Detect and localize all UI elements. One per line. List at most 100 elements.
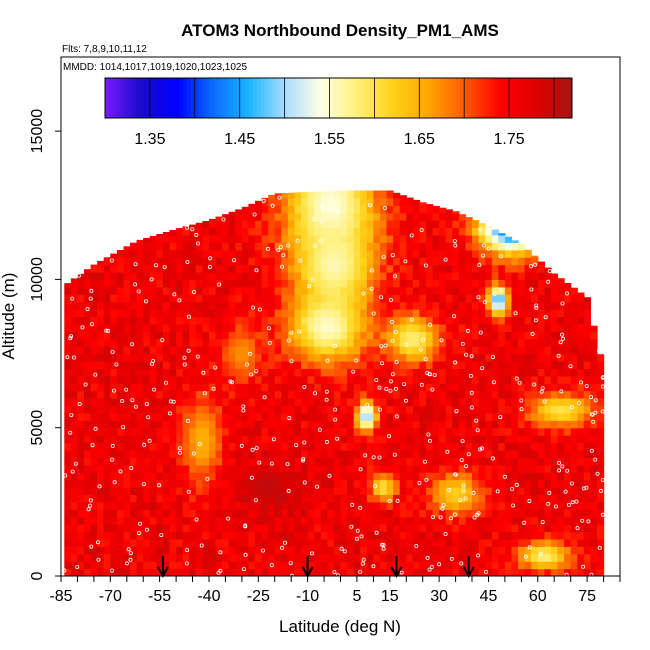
heatmap-cell bbox=[307, 479, 315, 488]
heatmap-cell bbox=[70, 479, 79, 488]
heatmap-cell bbox=[169, 464, 177, 473]
heatmap-cell bbox=[485, 450, 493, 458]
heatmap-cell bbox=[373, 561, 381, 570]
sample-point-marker bbox=[90, 443, 95, 448]
sample-point-marker bbox=[121, 425, 126, 430]
heatmap-cell bbox=[386, 538, 394, 547]
heatmap-cell bbox=[202, 227, 210, 236]
sample-point-marker bbox=[202, 391, 207, 396]
heatmap-cell bbox=[458, 375, 467, 384]
sample-point-marker bbox=[390, 338, 395, 343]
heatmap-cell bbox=[281, 383, 289, 392]
sample-point-marker bbox=[184, 561, 189, 566]
heatmap-cell bbox=[248, 323, 256, 332]
heatmap-cell bbox=[393, 249, 401, 258]
heatmap-cell bbox=[70, 568, 79, 576]
heatmap-cell bbox=[307, 368, 315, 377]
heatmap-cell bbox=[294, 479, 302, 488]
sample-point-marker bbox=[422, 459, 427, 464]
heatmap-cell bbox=[202, 420, 210, 429]
heatmap-cell bbox=[452, 309, 460, 318]
heatmap-cell bbox=[143, 338, 151, 347]
heatmap-cell bbox=[189, 442, 197, 451]
heatmap-cell bbox=[301, 435, 309, 444]
heatmap-cell bbox=[64, 531, 72, 540]
sample-point-marker bbox=[191, 451, 196, 456]
heatmap-cell bbox=[307, 538, 315, 547]
heatmap-cell bbox=[544, 301, 552, 310]
heatmap-cell bbox=[84, 427, 92, 436]
sample-point-marker bbox=[556, 353, 561, 358]
heatmap-cell bbox=[202, 286, 210, 295]
sample-point-marker bbox=[354, 536, 359, 541]
sample-point-marker bbox=[243, 523, 248, 528]
heatmap-cell bbox=[406, 479, 414, 488]
sample-point-marker bbox=[136, 531, 141, 536]
heatmap-cell bbox=[182, 524, 190, 533]
heatmap-cell bbox=[531, 279, 539, 288]
heatmap-cell bbox=[597, 354, 605, 362]
heatmap-cell bbox=[537, 398, 545, 407]
heatmap-cell bbox=[202, 464, 210, 473]
heatmap-cell bbox=[123, 383, 131, 392]
heatmap-cell bbox=[485, 346, 493, 355]
sample-point-marker bbox=[309, 551, 314, 556]
heatmap-cell bbox=[426, 249, 434, 258]
heatmap-cell bbox=[116, 487, 125, 495]
heatmap-cell bbox=[64, 331, 72, 340]
heatmap-cell bbox=[544, 346, 552, 355]
heatmap-cell bbox=[235, 272, 243, 280]
heatmap-cell bbox=[537, 457, 545, 466]
colorbar-swatch bbox=[428, 78, 433, 118]
heatmap-cell bbox=[268, 405, 276, 414]
heatmap-cell bbox=[314, 501, 322, 510]
heatmap-cell bbox=[70, 323, 79, 332]
heatmap-cell bbox=[189, 272, 197, 280]
heatmap-cell bbox=[189, 242, 197, 251]
heatmap-cell bbox=[445, 427, 453, 436]
heatmap-cell bbox=[222, 323, 230, 332]
heatmap-cell bbox=[347, 234, 355, 243]
heatmap-cell bbox=[524, 509, 532, 518]
heatmap-cell bbox=[97, 487, 105, 495]
heatmap-cell bbox=[511, 464, 519, 473]
heatmap-cell bbox=[327, 309, 335, 318]
heatmap-cell bbox=[70, 338, 79, 347]
heatmap-cell bbox=[176, 279, 184, 288]
heatmap-cell bbox=[504, 524, 513, 533]
heatmap-cell bbox=[248, 435, 256, 444]
heatmap-cell bbox=[445, 487, 453, 495]
heatmap-cell bbox=[445, 212, 453, 221]
heatmap-cell bbox=[465, 450, 473, 458]
heatmap-cell bbox=[544, 405, 552, 414]
heatmap-cell bbox=[373, 412, 381, 421]
heatmap-cell bbox=[347, 361, 355, 369]
heatmap-cell bbox=[393, 205, 401, 214]
heatmap-cell bbox=[202, 516, 210, 525]
heatmap-cell bbox=[399, 390, 407, 399]
heatmap-cell bbox=[399, 531, 407, 540]
heatmap-cell bbox=[550, 457, 559, 466]
colorbar-swatch bbox=[163, 78, 168, 118]
heatmap-cell bbox=[590, 368, 598, 377]
heatmap-cell bbox=[366, 494, 374, 503]
heatmap-cell bbox=[333, 412, 342, 421]
heatmap-cell bbox=[287, 509, 296, 518]
heatmap-cell bbox=[176, 546, 184, 555]
heatmap-cell bbox=[301, 420, 309, 429]
heatmap-cell bbox=[478, 383, 486, 392]
heatmap-cell bbox=[222, 346, 230, 355]
heatmap-cell bbox=[445, 227, 453, 236]
heatmap-cell bbox=[504, 561, 513, 570]
heatmap-cell bbox=[176, 398, 184, 407]
heatmap-cell bbox=[169, 383, 177, 392]
heatmap-cell bbox=[97, 405, 105, 414]
heatmap-cell bbox=[353, 286, 361, 295]
heatmap-cell bbox=[116, 398, 125, 407]
heatmap-cell bbox=[452, 249, 460, 258]
heatmap-cell bbox=[281, 457, 289, 466]
heatmap-cell bbox=[550, 435, 559, 444]
sample-point-marker bbox=[186, 348, 191, 353]
heatmap-cell bbox=[314, 390, 322, 399]
heatmap-cell bbox=[176, 472, 184, 481]
